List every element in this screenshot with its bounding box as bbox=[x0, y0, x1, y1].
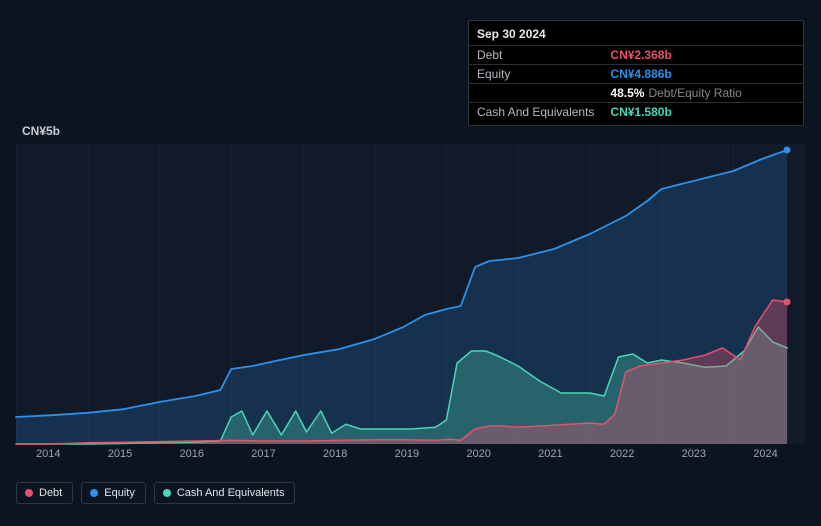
legend-label: Equity bbox=[104, 487, 135, 499]
x-axis-label: 2017 bbox=[251, 448, 275, 460]
tooltip-table: Debt CN¥2.368b Equity CN¥4.886b 48.5%Deb… bbox=[469, 45, 803, 121]
legend-item-equity[interactable]: Equity bbox=[81, 482, 146, 504]
x-axis-label: 2015 bbox=[108, 448, 132, 460]
legend-item-debt[interactable]: Debt bbox=[16, 482, 73, 504]
series-end-dot bbox=[784, 298, 791, 305]
tooltip-date: Sep 30 2024 bbox=[469, 25, 803, 45]
tooltip-row-label: Equity bbox=[469, 65, 602, 84]
chart-legend: Debt Equity Cash And Equivalents bbox=[16, 482, 295, 504]
tooltip-row-value: CN¥2.368b bbox=[602, 46, 802, 65]
legend-label: Debt bbox=[39, 487, 62, 499]
tooltip-row-label: Debt bbox=[469, 46, 602, 65]
x-axis-label: 2023 bbox=[682, 448, 706, 460]
tooltip-row-value: CN¥4.886b bbox=[602, 65, 802, 84]
x-axis-labels: 2014 2015 2016 2017 2018 2019 2020 2021 2022 2023… bbox=[16, 448, 805, 464]
x-axis-label: 2022 bbox=[610, 448, 634, 460]
chart-plot[interactable] bbox=[16, 144, 805, 444]
series-end-dot bbox=[784, 147, 791, 154]
tooltip-row-value: CN¥1.580b bbox=[602, 103, 802, 122]
x-axis-label: 2024 bbox=[753, 448, 777, 460]
chart-tooltip: Sep 30 2024 Debt CN¥2.368b Equity CN¥4.8… bbox=[468, 20, 804, 126]
legend-dot-icon bbox=[25, 489, 33, 497]
x-axis-label: 2019 bbox=[395, 448, 419, 460]
x-axis-label: 2021 bbox=[538, 448, 562, 460]
legend-label: Cash And Equivalents bbox=[177, 487, 285, 499]
tooltip-row-label: Cash And Equivalents bbox=[469, 103, 602, 122]
legend-dot-icon bbox=[90, 489, 98, 497]
chart-svg bbox=[16, 144, 805, 444]
legend-dot-icon bbox=[163, 489, 171, 497]
legend-item-cash[interactable]: Cash And Equivalents bbox=[154, 482, 296, 504]
tooltip-row-value: 48.5%Debt/Equity Ratio bbox=[602, 84, 802, 103]
y-axis-max: CN¥5b bbox=[22, 124, 60, 138]
tooltip-row-label bbox=[469, 84, 602, 103]
x-axis-label: 2016 bbox=[179, 448, 203, 460]
x-axis-label: 2018 bbox=[323, 448, 347, 460]
x-axis-label: 2014 bbox=[36, 448, 60, 460]
x-axis-label: 2020 bbox=[466, 448, 490, 460]
